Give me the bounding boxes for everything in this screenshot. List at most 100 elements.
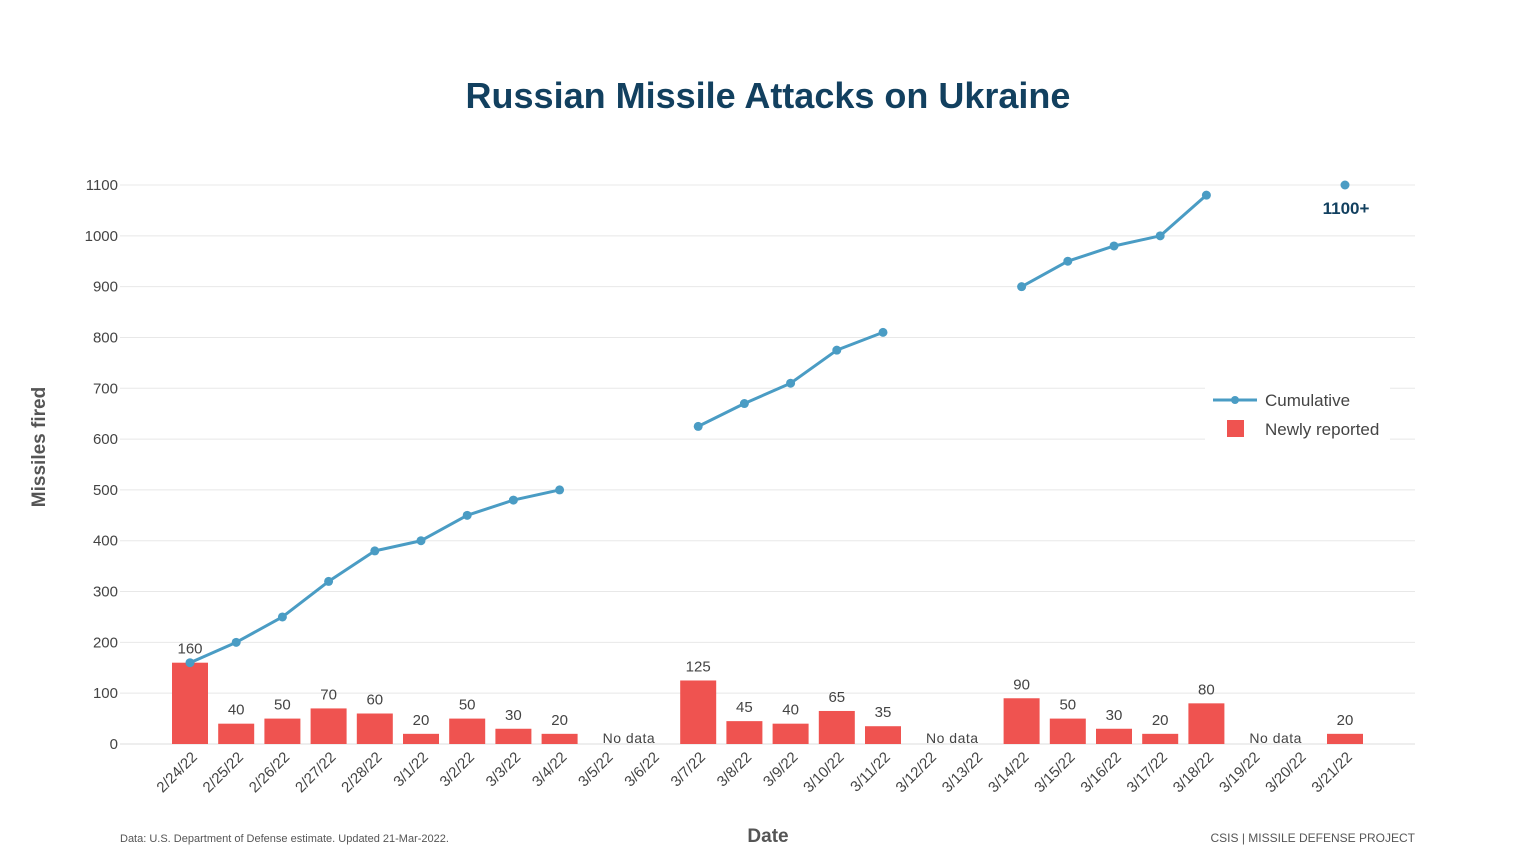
line-point — [1201, 190, 1211, 200]
no-data-label: No data — [603, 730, 656, 746]
data-labels: 160 40 50 70 60 20 50 30 20 125 45 40 65 35 90 50 30 20 80… — [177, 641, 1353, 746]
x-tick-label: 3/1/22 — [390, 749, 432, 791]
bar — [172, 662, 208, 744]
cumulative-line — [185, 180, 1350, 668]
line-segment — [696, 402, 746, 428]
y-tick-label: 1000 — [85, 228, 118, 245]
line-point — [739, 399, 749, 409]
x-tick-label: 3/6/22 — [621, 749, 663, 791]
line-point — [1155, 231, 1165, 241]
line-point — [1017, 282, 1027, 292]
line-segment — [1020, 259, 1070, 289]
bar-value-label: 90 — [1013, 676, 1030, 693]
y-tick-label: 700 — [93, 380, 118, 397]
y-tick-label: 900 — [93, 279, 118, 296]
line-point — [416, 536, 426, 546]
bar — [310, 708, 347, 744]
bar-value-label: 20 — [1152, 712, 1169, 729]
y-tick-label: 600 — [93, 431, 118, 448]
line-segment — [789, 348, 839, 385]
y-tick-label: 800 — [93, 329, 118, 346]
bar — [264, 718, 301, 744]
bars — [172, 662, 1363, 744]
bar — [818, 710, 855, 744]
line-point — [693, 421, 703, 431]
line-segment — [188, 640, 238, 665]
line-point — [370, 546, 380, 556]
line-segment — [280, 579, 331, 619]
x-tick-label: 3/20/22 — [1262, 749, 1309, 796]
line-point — [231, 637, 241, 647]
x-tick-label: 3/21/22 — [1308, 749, 1355, 796]
x-tick-label: 3/13/22 — [939, 749, 986, 796]
x-tick-label: 2/28/22 — [338, 749, 385, 796]
x-tick-label: 3/9/22 — [760, 749, 802, 791]
bar — [1096, 728, 1132, 744]
bar-value-label: 60 — [366, 692, 383, 709]
bar-value-label: 50 — [1059, 697, 1076, 714]
bar-value-label: 50 — [459, 697, 476, 714]
x-tick-label: 3/4/22 — [529, 749, 571, 791]
line-point — [185, 658, 195, 668]
bar — [218, 723, 255, 744]
line-segment — [1158, 193, 1208, 238]
bar — [1049, 718, 1086, 744]
bar-value-label: 125 — [686, 658, 711, 675]
y-tick-label: 200 — [93, 634, 118, 651]
line-point — [878, 327, 888, 337]
x-tick-label: 3/15/22 — [1031, 749, 1078, 796]
bar — [1142, 733, 1179, 744]
x-tick-label: 2/27/22 — [292, 749, 339, 796]
bar-value-label: 30 — [1106, 707, 1123, 724]
bar — [495, 728, 532, 744]
line-point — [1109, 241, 1119, 251]
no-data-label: No data — [1249, 730, 1302, 746]
x-tick-label: 3/5/22 — [575, 749, 617, 791]
x-tick-label: 2/24/22 — [153, 749, 200, 796]
source-note: Data: U.S. Department of Defense estimat… — [120, 833, 449, 845]
legend-newly-reported: Newly reported — [1265, 420, 1379, 439]
bar-value-label: 80 — [1198, 681, 1215, 698]
legend-bar-swatch — [1227, 420, 1244, 437]
bar — [1003, 698, 1040, 744]
x-tick-label: 3/16/22 — [1077, 749, 1124, 796]
bar-value-label: 65 — [828, 689, 845, 706]
bar — [356, 713, 393, 744]
line-segment — [1112, 234, 1162, 248]
line-segment — [465, 498, 515, 517]
bar — [726, 721, 763, 744]
line-segment — [1066, 244, 1116, 263]
bar-value-label: 20 — [1337, 712, 1354, 729]
bar — [1188, 703, 1225, 744]
bar-value-label: 50 — [274, 697, 291, 714]
csis-logo: CSIS | MISSILE DEFENSE PROJECT — [1211, 831, 1416, 845]
x-tick-label: 3/11/22 — [847, 749, 894, 796]
y-tick-label: 300 — [93, 584, 118, 601]
bar — [403, 733, 439, 744]
line-segment — [419, 513, 469, 543]
bar-value-label: 45 — [736, 699, 753, 716]
bar-value-label: 20 — [551, 712, 568, 729]
x-tick-label: 3/18/22 — [1170, 749, 1217, 796]
bar-value-label: 70 — [320, 686, 337, 703]
x-tick-label: 3/8/22 — [714, 749, 756, 791]
legend-cumulative: Cumulative — [1265, 391, 1350, 410]
bar — [1327, 733, 1363, 744]
line-segment — [511, 488, 562, 502]
line-segment — [234, 615, 284, 644]
y-tick-label: 400 — [93, 533, 118, 550]
x-tick-label: 3/10/22 — [800, 749, 847, 796]
x-tick-label: 3/14/22 — [985, 749, 1032, 796]
chart-title: Russian Missile Attacks on Ukraine — [466, 75, 1071, 116]
y-axis-ticks: 0 100 200 300 400 500 600 700 800 900 1000 1100 — [85, 177, 118, 753]
line-point — [277, 612, 287, 622]
x-tick-label: 3/19/22 — [1216, 749, 1263, 796]
bar — [772, 723, 809, 744]
line-segment — [373, 539, 423, 553]
bar-value-label: 160 — [177, 641, 202, 658]
bar — [865, 726, 901, 744]
bar-value-label: 40 — [228, 702, 245, 719]
x-tick-label: 3/3/22 — [483, 749, 525, 791]
x-tick-label: 2/25/22 — [200, 749, 247, 796]
